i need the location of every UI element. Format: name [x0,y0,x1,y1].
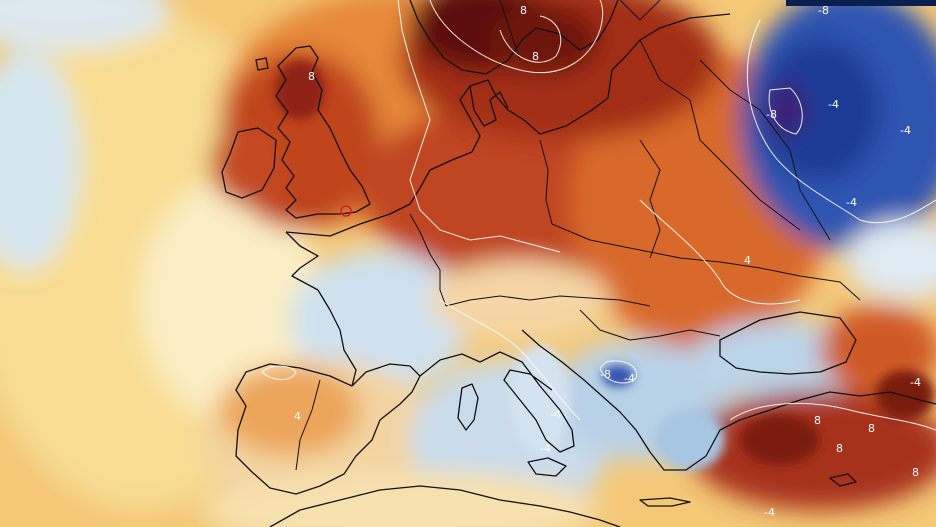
border-baltics [639,39,801,231]
isotherm-scandinavia [429,0,604,74]
border-poland-east [639,139,661,259]
contour-label: 8 [912,466,919,479]
isotherm-balkan [599,360,638,384]
location-marker [340,205,352,217]
contour-label: 8 [868,422,875,435]
border-scandinavia [499,0,521,61]
turkey-very-hot [740,415,820,465]
ireland-coast [221,127,277,199]
border-france-germany [409,213,447,307]
contour-label: 4 [744,254,751,267]
cyprus [829,473,857,487]
atlantic-france-coast [285,231,357,387]
contour-label: -4 [624,372,635,385]
continent-north-coast [285,13,731,237]
crete [639,497,691,507]
contour-label: 8 [520,4,527,17]
isotherm-russia-inner [768,87,803,135]
mediterranean-north-coast [419,351,575,453]
iberia-coast [235,363,421,495]
border-iberia [295,379,321,471]
isotherm-iberia [261,365,297,380]
header-bar [786,0,936,6]
isotherm-russia-cold [746,19,936,224]
contour-label: -8 [766,108,777,121]
border-alps [445,295,651,307]
alps-neutral [430,260,610,340]
adriatic-coast [521,329,707,471]
contour-label: -8 [600,368,611,381]
great-britain-coast [275,45,371,219]
aegean-cool [655,410,725,470]
sardinia-corsica [457,383,479,431]
ukraine-pale [845,220,936,300]
contour-label: -4 [828,98,839,111]
turkey-coast [705,391,936,457]
atlantic-pale-zone [140,180,320,420]
caucasus-very-hot [875,370,935,420]
isotherm-inner-scandi [499,15,562,63]
contour-label: 8 [814,414,821,427]
contour-label: -4 [846,196,857,209]
ireland-hot [210,125,280,205]
isotherm-east-europe [639,199,801,305]
country-borders [295,0,861,471]
border-belarus-russia [699,59,831,241]
france-cool [290,250,470,390]
isotherms [261,0,936,431]
denmark-coast [469,85,509,127]
iceland-faroe-scrap [255,57,269,71]
isotherm-med [439,299,581,421]
border-finland [619,0,661,21]
contour-label: -4 [540,442,551,455]
border-central-east [551,223,861,301]
border-balkans [579,309,721,341]
russia-very-cold [760,40,880,180]
contour-label: -4 [900,124,911,137]
iberia-warm [220,365,360,455]
atlantic-cool-topleft [0,0,170,50]
isotherm-turkey [729,402,936,431]
serbia-cold-spot [602,365,634,387]
contour-label: 8 [308,70,315,83]
contour-label: 8 [836,442,843,455]
contour-label: 4 [294,410,301,423]
contour-label: -4 [550,408,561,421]
sicily [527,457,567,477]
black-sea-coast [719,311,857,375]
contour-label: -8 [818,4,829,17]
uk-very-hot [275,60,325,120]
contour-label: 8 [532,50,539,63]
baltic-very-hot [490,5,600,75]
atlantic-cool-west [0,50,80,270]
border-germany-poland [539,139,553,225]
contour-label-group: -8 8 8 8 -8 -4 -4 -4 4 4 -4 -4 -4 8 8 8 … [294,4,921,519]
anomaly-detail [275,60,935,470]
isotherm-north-sea [397,0,561,253]
contour-label: -4 [910,376,921,389]
africa-coast [269,485,621,527]
russia-deep-cold [765,82,805,138]
africa-pale [200,470,600,527]
contour-label: -4 [764,506,775,519]
